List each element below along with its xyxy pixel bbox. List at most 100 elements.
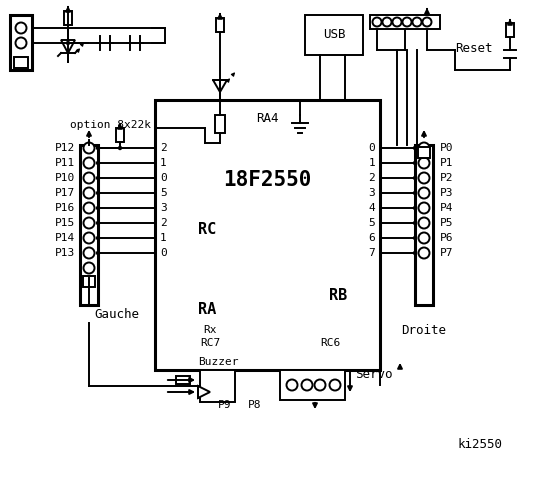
Text: P10: P10	[55, 173, 75, 183]
Text: P2: P2	[440, 173, 453, 183]
Circle shape	[96, 221, 100, 225]
Text: P16: P16	[55, 203, 75, 213]
Bar	[370, 15, 440, 29]
Text: 4: 4	[368, 203, 375, 213]
Circle shape	[66, 41, 70, 45]
Bar	[10, 15, 32, 70]
Polygon shape	[61, 40, 75, 53]
Circle shape	[419, 188, 430, 199]
Text: option 8x22k: option 8x22k	[70, 120, 150, 130]
Circle shape	[84, 232, 95, 243]
Circle shape	[413, 146, 417, 150]
Text: Buzzer: Buzzer	[198, 357, 238, 367]
Circle shape	[419, 248, 430, 259]
Text: 3: 3	[368, 188, 375, 198]
Text: 6: 6	[368, 233, 375, 243]
Circle shape	[84, 157, 95, 168]
Text: P17: P17	[55, 188, 75, 198]
Bar	[418, 147, 430, 158]
Text: P8: P8	[248, 400, 262, 410]
Text: 1: 1	[160, 233, 167, 243]
Text: P11: P11	[55, 158, 75, 168]
Bar	[83, 276, 95, 287]
Circle shape	[413, 206, 417, 210]
Circle shape	[413, 236, 417, 240]
Circle shape	[96, 206, 100, 210]
Text: RA4: RA4	[256, 111, 279, 124]
Text: 2: 2	[160, 218, 167, 228]
Circle shape	[413, 251, 417, 255]
Text: ki2550: ki2550	[457, 439, 503, 452]
Circle shape	[118, 146, 122, 150]
Circle shape	[419, 143, 430, 154]
Text: P0: P0	[440, 143, 453, 153]
Bar	[155, 100, 380, 370]
Circle shape	[84, 217, 95, 228]
Circle shape	[286, 380, 298, 391]
Text: 2: 2	[368, 173, 375, 183]
Text: 1: 1	[160, 158, 167, 168]
Text: Servo: Servo	[355, 369, 393, 382]
Text: P7: P7	[440, 248, 453, 258]
Text: P9: P9	[218, 400, 232, 410]
Bar	[506, 23, 514, 37]
Text: 3: 3	[160, 203, 167, 213]
Circle shape	[84, 143, 95, 154]
Circle shape	[403, 17, 411, 26]
Text: Rx: Rx	[204, 325, 217, 335]
Circle shape	[422, 17, 431, 26]
Text: P15: P15	[55, 218, 75, 228]
Text: 2: 2	[160, 143, 167, 153]
Circle shape	[413, 176, 417, 180]
Bar	[80, 145, 98, 305]
Circle shape	[96, 191, 100, 195]
Circle shape	[419, 203, 430, 214]
Text: RC6: RC6	[320, 338, 340, 348]
Text: 18F2550: 18F2550	[223, 170, 312, 190]
Circle shape	[419, 172, 430, 183]
Text: RC7: RC7	[200, 338, 220, 348]
Text: P12: P12	[55, 143, 75, 153]
Text: USB: USB	[323, 28, 345, 41]
Circle shape	[301, 380, 312, 391]
Circle shape	[96, 251, 100, 255]
Circle shape	[383, 17, 392, 26]
Circle shape	[96, 176, 100, 180]
Circle shape	[315, 380, 326, 391]
Circle shape	[419, 157, 430, 168]
Text: 5: 5	[160, 188, 167, 198]
Bar	[200, 370, 235, 402]
Circle shape	[419, 217, 430, 228]
Circle shape	[96, 146, 100, 150]
Text: P3: P3	[440, 188, 453, 198]
Bar	[216, 18, 224, 32]
Text: RC: RC	[198, 223, 216, 238]
Bar	[415, 145, 433, 305]
Circle shape	[84, 172, 95, 183]
Text: P4: P4	[440, 203, 453, 213]
Circle shape	[96, 161, 100, 165]
Text: 1: 1	[368, 158, 375, 168]
Text: 7: 7	[368, 248, 375, 258]
Circle shape	[15, 23, 27, 34]
Text: P14: P14	[55, 233, 75, 243]
Circle shape	[84, 248, 95, 259]
Circle shape	[393, 17, 401, 26]
Circle shape	[330, 380, 341, 391]
Circle shape	[84, 263, 95, 274]
Polygon shape	[198, 386, 210, 398]
Text: 0: 0	[160, 248, 167, 258]
Text: 0: 0	[368, 143, 375, 153]
Text: Reset: Reset	[455, 41, 493, 55]
Circle shape	[413, 191, 417, 195]
Text: P6: P6	[440, 233, 453, 243]
Text: RB: RB	[329, 288, 347, 302]
Text: 5: 5	[368, 218, 375, 228]
Text: Droite: Droite	[401, 324, 446, 336]
Bar	[215, 115, 225, 133]
Text: RA: RA	[198, 302, 216, 317]
Text: 0: 0	[160, 173, 167, 183]
Circle shape	[373, 17, 382, 26]
Bar	[116, 128, 124, 142]
Text: P5: P5	[440, 218, 453, 228]
